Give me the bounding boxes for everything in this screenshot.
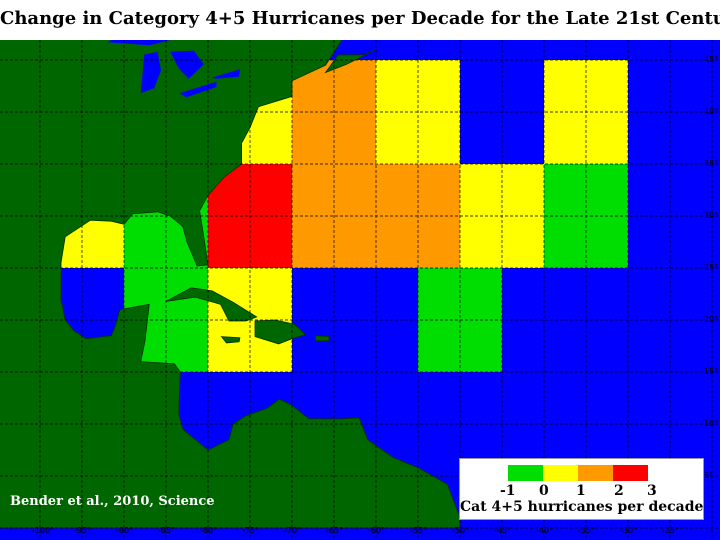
legend-value: 0 [539,483,549,499]
latitude-label: 30° [704,211,719,220]
longitude-label: -35° [578,526,596,535]
grid-cell [418,60,460,112]
latitude-label: 5° [704,471,714,480]
grid-cell [334,112,376,164]
grid-cell [586,60,628,112]
longitude-label: -50° [452,526,470,535]
color-legend: -1 0 1 2 3 Cat 4+5 hurricanes per decade [459,458,704,520]
grid-cell [376,164,418,216]
grid-cell [502,164,544,216]
latitude-label: 15° [704,367,719,376]
land-mass [315,335,330,342]
great-lake [107,40,170,46]
grid-cell [544,112,586,164]
grid-cell [250,112,292,164]
grid-cell [586,112,628,164]
longitude-label: -95° [74,526,92,535]
longitude-label: -30° [620,526,638,535]
grid-cell [544,60,586,112]
longitude-label: -55° [410,526,428,535]
latitude-label: 25° [704,263,719,272]
grid-cell [292,164,334,216]
grid-cell [250,164,292,216]
grid-cell [334,60,376,112]
longitude-label: -25° [662,526,680,535]
great-lake [211,69,240,79]
grid-cell [418,320,460,372]
grid-cell [586,216,628,268]
grid-cell [292,112,334,164]
land-mass [165,287,258,322]
land-mass [324,49,377,74]
latitude-label: 40° [704,107,719,116]
grid-cell [250,216,292,268]
land-masses [0,40,461,529]
grid-cell [376,216,418,268]
grid-cell [376,112,418,164]
legend-caption: Cat 4+5 hurricanes per decade [460,499,704,515]
longitude-label: -100° [32,526,55,535]
longitude-label: -60° [368,526,386,535]
grid-cell [418,164,460,216]
map-title: Change in Category 4+5 Hurricanes per De… [0,8,720,29]
grid-cell [544,216,586,268]
legend-value: 2 [614,483,624,499]
grid-cell [418,112,460,164]
grid-cell [124,216,166,268]
longitude-label: -70° [284,526,302,535]
longitude-label: -85° [158,526,176,535]
longitude-label: -45° [494,526,512,535]
grid-cell [418,216,460,268]
legend-value: 1 [576,483,586,499]
longitude-label: -40° [536,526,554,535]
grid-cell [250,268,292,320]
longitude-label: -80° [200,526,218,535]
land-mass [254,319,307,345]
latitude-label: 20° [704,315,719,324]
land-mass [0,40,461,529]
legend-value: 3 [647,483,657,499]
citation-credit: Bender et al., 2010, Science [10,494,215,509]
legend-value: -1 [500,483,516,499]
legend-swatch-orange [578,465,613,481]
grid-cell [460,268,502,320]
grid-cell [334,216,376,268]
legend-swatch-yellow [543,465,578,481]
legend-swatch-green [508,465,543,481]
grid-cell [82,216,124,268]
grid-cell [502,216,544,268]
lat-lon-grid [0,40,720,540]
latitude-label: 35° [704,159,719,168]
grid-cell [586,164,628,216]
hurricane-change-map [0,40,720,540]
grid-cell [418,268,460,320]
grid-cell [208,216,250,268]
latitude-label: 10° [704,419,719,428]
longitude-label: -65° [326,526,344,535]
great-lake [170,50,204,79]
grid-cell [544,164,586,216]
grid-cell [460,320,502,372]
latitude-label: 45° [704,55,719,64]
longitude-label: -75° [242,526,260,535]
map-frame [0,40,720,540]
grid-cell [460,164,502,216]
grid-cell [334,164,376,216]
great-lake [140,51,161,94]
grid-cell [460,216,502,268]
longitude-label: -90° [116,526,134,535]
land-mass [220,336,241,344]
grid-cell [208,320,250,372]
great-lake [179,81,217,98]
grid-cell [376,60,418,112]
grid-cell [292,216,334,268]
legend-swatch-red [613,465,648,481]
